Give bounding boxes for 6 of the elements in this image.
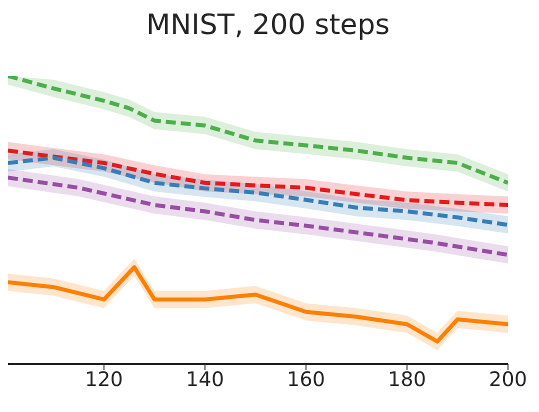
x-tick-label: 160 bbox=[286, 367, 326, 392]
chart-title: MNIST, 200 steps bbox=[145, 8, 391, 43]
x-tick-label: 120 bbox=[84, 367, 124, 392]
x-tick-label: 200 bbox=[488, 367, 528, 392]
x-tick-label: 180 bbox=[388, 367, 426, 392]
x-tick-label: 140 bbox=[186, 367, 224, 392]
